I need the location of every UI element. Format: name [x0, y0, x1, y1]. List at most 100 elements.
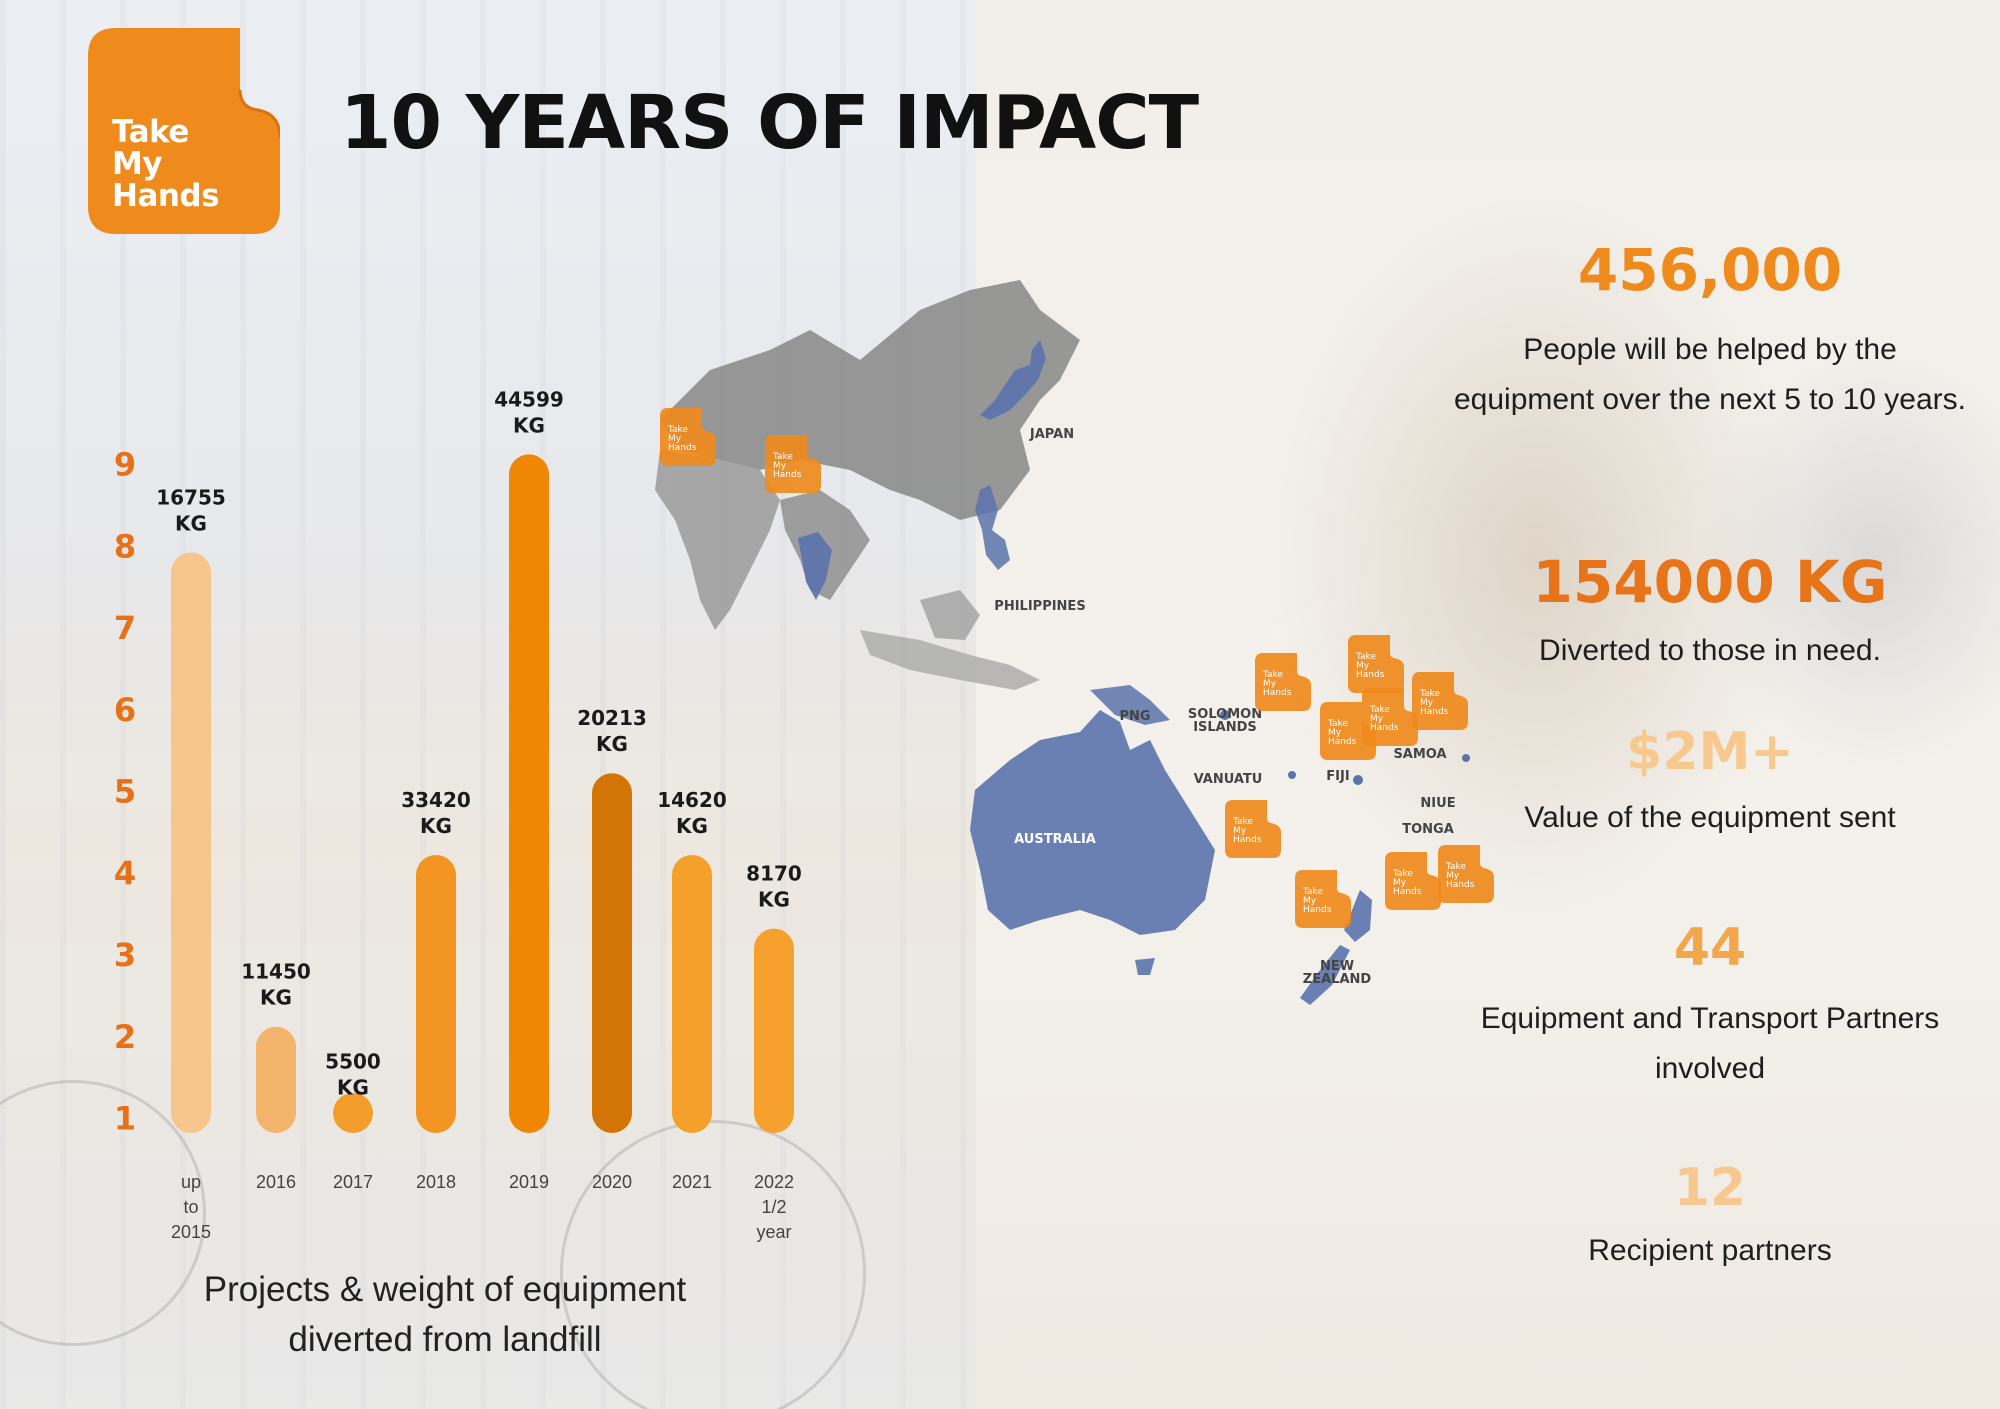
- bar-data-label: 5500 KG: [325, 1050, 381, 1100]
- map-region-indonesia: [860, 630, 1040, 690]
- stat-equipment-value-desc: Value of the equipment sent: [1524, 801, 1896, 834]
- take-my-hands-marker-icon: Take My Hands: [1255, 653, 1311, 711]
- x-tick-label: 2022 1/2 year: [754, 1172, 794, 1242]
- y-tick-label: 8: [114, 527, 136, 565]
- x-tick-label: 2016: [256, 1172, 296, 1192]
- x-tick-label: 2017: [333, 1172, 373, 1192]
- map-island-samoa: [1462, 754, 1470, 762]
- map-region-india: [655, 450, 780, 630]
- x-tick-label: 2021: [672, 1172, 712, 1192]
- stat-transport-partners-desc: Equipment and Transport Partners involve…: [1480, 1002, 1940, 1085]
- x-tick-label: up to 2015: [171, 1172, 211, 1242]
- take-my-hands-logo: Take My Hands: [88, 28, 282, 234]
- bar: [672, 855, 712, 1133]
- bar-data-label: 8170 KG: [746, 862, 802, 912]
- bar-group: 16755 KG up to 2015: [156, 485, 226, 1242]
- take-my-hands-marker-icon: Take My Hands: [660, 408, 716, 466]
- take-my-hands-marker-icon: Take My Hands: [1385, 852, 1441, 910]
- map-label: SOLOMON ISLANDS: [1188, 707, 1262, 735]
- bar-data-label: 20213 KG: [577, 706, 647, 756]
- y-tick-label: 2: [114, 1018, 136, 1056]
- map-label: AUSTRALIA: [1014, 832, 1096, 847]
- stat-kg-diverted-value: 154000 KG: [1532, 548, 1888, 616]
- x-tick-label: 2019: [509, 1172, 549, 1192]
- bar: [256, 1026, 296, 1133]
- bar-group: 5500 KG 2017: [325, 1050, 381, 1192]
- stat-people-helped-value: 456,000: [1577, 236, 1843, 304]
- map-label: FIJI: [1326, 769, 1349, 784]
- map-markers: Take My Hands Take My Hands Take My Hands Take My H…: [660, 408, 1494, 928]
- y-tick-label: 7: [114, 609, 136, 647]
- bar: [171, 552, 211, 1133]
- map-region-png: [1090, 685, 1170, 725]
- bar-data-label: 33420 KG: [401, 788, 471, 838]
- bar-group: 33420 KG 2018: [401, 788, 471, 1192]
- x-tick-label: 2018: [416, 1172, 456, 1192]
- stat-equipment-value-value: $2M+: [1626, 722, 1794, 782]
- stat-people-helped-desc: People will be helped by the equipment o…: [1454, 333, 1966, 416]
- bar-data-label: 11450 KG: [241, 960, 311, 1010]
- take-my-hands-marker-icon: Take My Hands: [1438, 845, 1494, 903]
- bar-group: 11450 KG 2016: [241, 960, 311, 1192]
- map-island-fiji: [1353, 775, 1363, 785]
- weight-bar-chart: 1 2 3 4 5 6 7 8 9 16755 KG up to 2015 11450 KG 2016 5500 K…: [114, 387, 802, 1242]
- bar-group: 8170 KG 2022 1/2 year: [746, 862, 802, 1242]
- y-tick-label: 3: [114, 936, 136, 974]
- take-my-hands-marker-icon: Take My Hands: [1362, 688, 1418, 746]
- take-my-hands-marker-icon: Take My Hands: [1295, 870, 1351, 928]
- x-tick-label: 2020: [592, 1172, 632, 1192]
- asia-pacific-map: JAPAN PHILIPPINES PNG SOLOMON ISLANDS VANUATU…: [655, 280, 1494, 1005]
- stat-transport-partners-value: 44: [1673, 918, 1747, 978]
- y-tick-label: 9: [114, 446, 136, 484]
- y-tick-label: 6: [114, 691, 136, 729]
- take-my-hands-marker-icon: Take My Hands: [1412, 672, 1468, 730]
- map-label: VANUATU: [1194, 772, 1263, 787]
- map-label: TONGA: [1402, 822, 1454, 837]
- bar-data-label: 44599 KG: [494, 387, 564, 437]
- warehouse-photo-background: [0, 0, 976, 1409]
- map-label: PHILIPPINES: [994, 599, 1085, 614]
- bar: [509, 454, 549, 1134]
- bar-data-label: 14620 KG: [657, 788, 727, 838]
- wheelchair-wheel-icon: [560, 1120, 866, 1409]
- bar-group: 14620 KG 2021: [657, 788, 727, 1192]
- bar-group: 20213 KG 2020: [577, 706, 647, 1192]
- take-my-hands-marker-icon: Take My Hands: [1225, 800, 1281, 858]
- y-tick-label: 4: [114, 854, 136, 892]
- logo-text: Take My Hands: [112, 114, 220, 214]
- bar: [416, 855, 456, 1133]
- map-region-tasmania: [1135, 958, 1155, 975]
- map-region-thailand-myanmar: [798, 532, 832, 600]
- map-region-new-zealand-south: [1300, 945, 1350, 1005]
- map-label: NEW ZEALAND: [1303, 959, 1372, 987]
- map-labels: JAPAN PHILIPPINES PNG SOLOMON ISLANDS VANUATU…: [994, 427, 1455, 987]
- stat-recipient-partners-desc: Recipient partners: [1588, 1234, 1832, 1267]
- y-tick-label: 5: [114, 773, 136, 811]
- page-title: 10 YEARS OF IMPACT: [340, 80, 1199, 166]
- take-my-hands-marker-icon: Take My Hands: [765, 435, 821, 493]
- bar: [754, 928, 794, 1133]
- map-region-borneo: [920, 590, 980, 640]
- chart-caption: Projects & weight of equipment diverted …: [203, 1270, 687, 1359]
- map-region-japan: [980, 340, 1046, 420]
- take-my-hands-marker-icon: Take My Hands: [1348, 635, 1404, 693]
- map-region-philippines: [975, 485, 1010, 570]
- bar-group: 44599 KG 2019: [494, 387, 564, 1192]
- map-label: PNG: [1119, 709, 1150, 724]
- y-tick-label: 1: [114, 1100, 136, 1138]
- stat-kg-diverted-desc: Diverted to those in need.: [1539, 634, 1881, 667]
- bar-data-label: 16755 KG: [156, 485, 226, 535]
- stat-recipient-partners-value: 12: [1673, 1158, 1747, 1218]
- map-region-new-zealand: [1344, 890, 1372, 942]
- map-label: NIUE: [1420, 796, 1455, 811]
